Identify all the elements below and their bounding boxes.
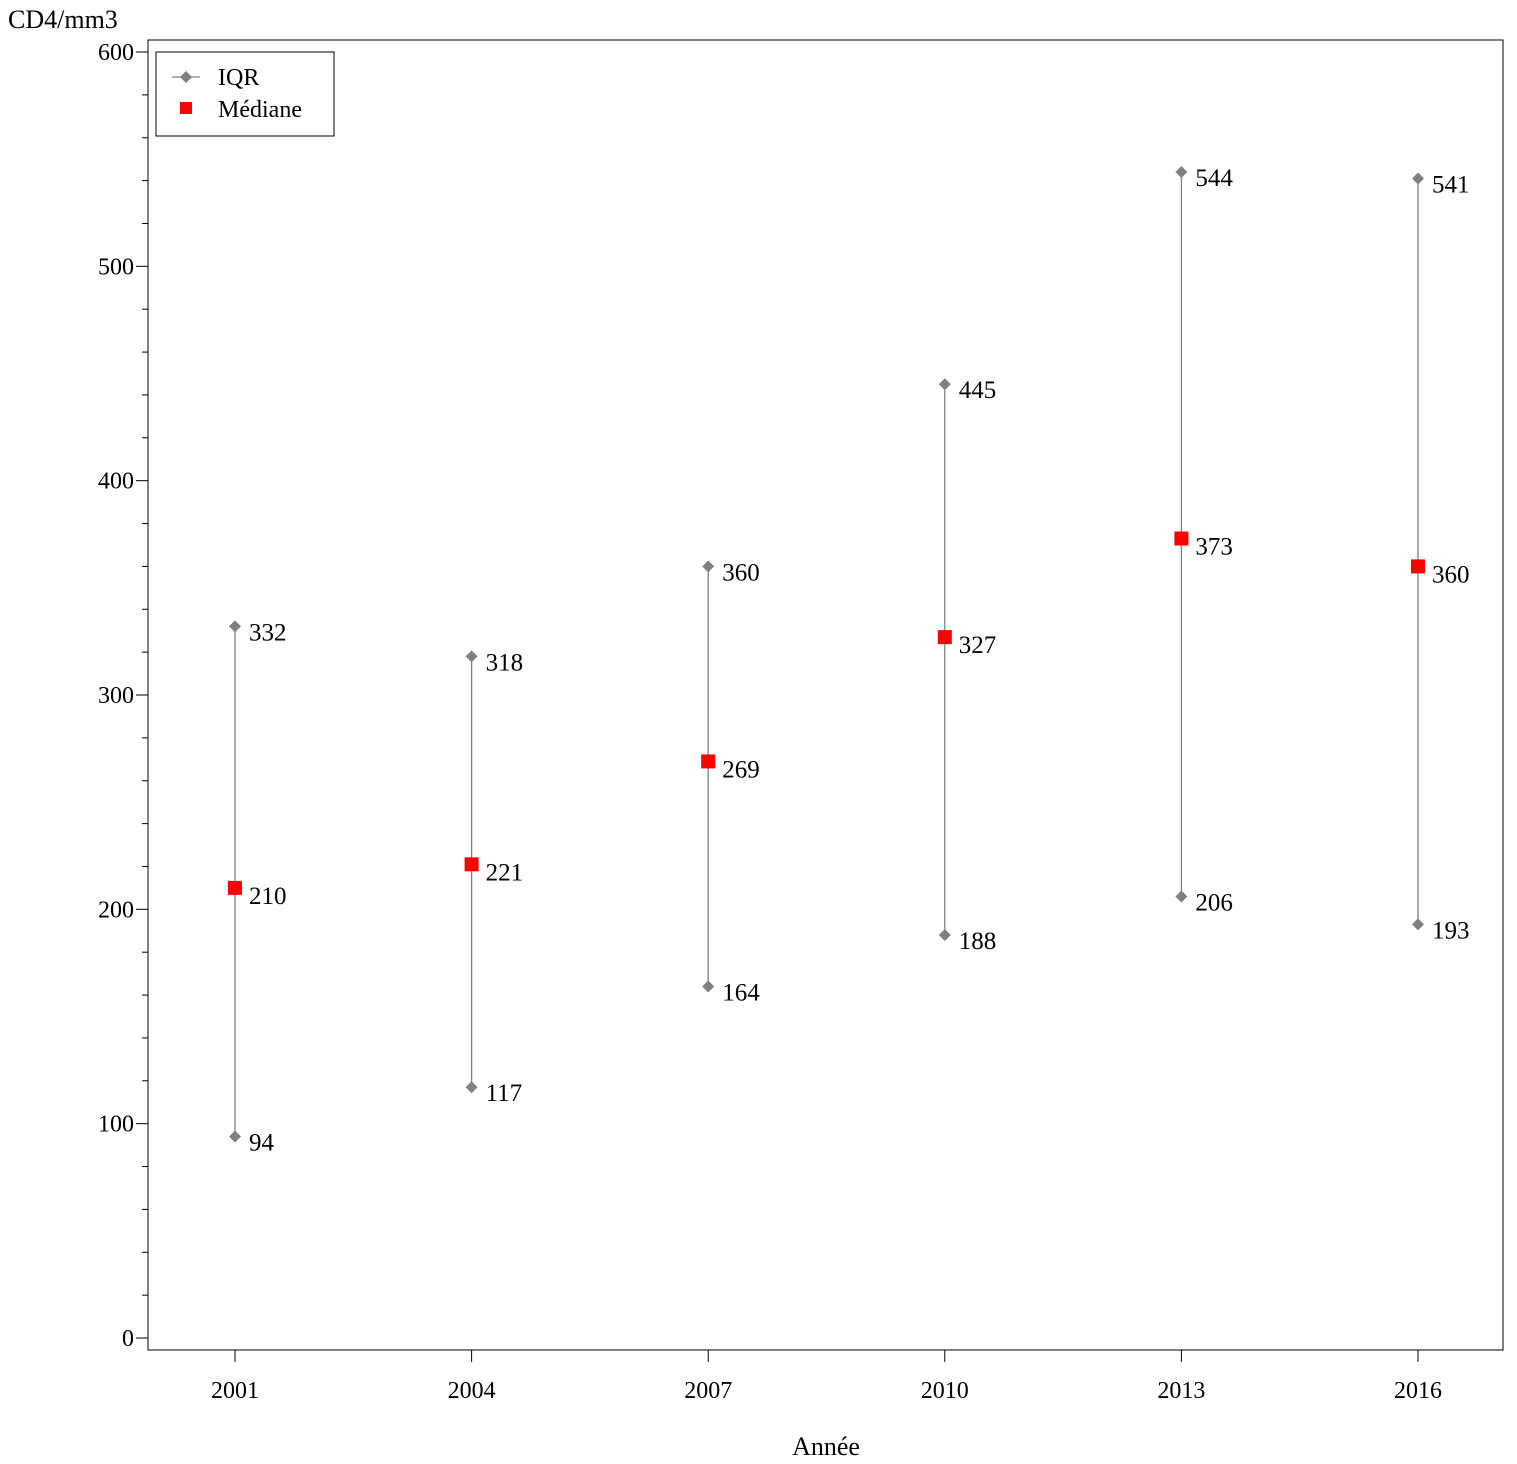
legend-box [155,51,335,137]
median-square [1174,531,1189,546]
iqr-low-diamond [938,929,951,942]
x-tick-label: 2001 [211,1378,259,1404]
iqr-high-diamond [229,620,241,633]
iqr-high-label: 360 [722,559,760,586]
iqr-low-diamond [465,1081,478,1094]
median-square [464,857,479,872]
iqr-low-diamond [1412,918,1424,931]
median-label: 373 [1195,534,1233,561]
legend-iqr-diamond-icon [180,71,192,83]
y-tick-label: 100 [98,1112,134,1138]
iqr-low-diamond [1175,890,1188,903]
y-tick-label: 400 [98,469,134,495]
median-square [228,880,242,895]
median-label: 327 [959,632,997,659]
x-tick-label: 2013 [1157,1378,1205,1404]
iqr-low-label: 94 [249,1130,275,1157]
iqr-high-diamond [465,650,478,663]
x-tick-label: 2010 [921,1378,969,1404]
legend: IQR Médiane [155,51,335,137]
x-tick-label: 2004 [448,1378,496,1404]
iqr-low-label: 117 [486,1080,523,1107]
iqr-high-diamond [938,378,951,391]
x-tick-label: 2016 [1394,1378,1442,1404]
iqr-high-label: 445 [959,377,997,404]
iqr-high-diamond [702,560,715,573]
x-axis: 2001 2004 2007 2010 2013 2016 [211,1350,1442,1404]
median-square [701,754,716,769]
median-label: 269 [722,756,760,783]
median-square [937,630,952,645]
iqr-high-label: 318 [486,649,523,676]
iqr-high-label: 332 [249,619,287,646]
y-axis-label: CD4/mm3 [8,5,118,34]
y-tick-label: 600 [98,40,134,66]
y-tick-label: 200 [98,897,134,923]
iqr-high-label: 544 [1195,165,1233,192]
x-tick-label: 2007 [684,1378,732,1404]
x-axis-label: Année [792,1432,860,1461]
iqr-high-label: 541 [1432,171,1470,198]
iqr-low-diamond [702,980,715,993]
median-label: 360 [1432,561,1470,588]
iqr-low-label: 206 [1195,889,1233,916]
median-label: 210 [249,883,287,910]
iqr-low-label: 164 [722,979,760,1006]
iqr-high-diamond [1412,172,1424,185]
median-square [1411,559,1425,574]
iqr-high-diamond [1175,166,1188,179]
y-tick-label: 300 [98,683,134,709]
median-label: 221 [486,859,523,886]
y-tick-label: 500 [98,254,134,280]
y-axis: 0 100 200 300 400 500 600 [98,40,148,1352]
iqr-low-label: 188 [959,928,997,955]
legend-median-square-icon [180,102,192,114]
iqr-low-label: 193 [1432,917,1470,944]
y-tick-label: 0 [122,1326,134,1352]
iqr-low-diamond [229,1130,241,1143]
legend-median-label: Médiane [218,97,302,123]
data-marks: 332 94 210 318 117 221 360 164 269 445 188 327 544 20… [228,165,1470,1157]
legend-iqr-label: IQR [218,65,259,91]
plot-frame [147,39,1504,1351]
